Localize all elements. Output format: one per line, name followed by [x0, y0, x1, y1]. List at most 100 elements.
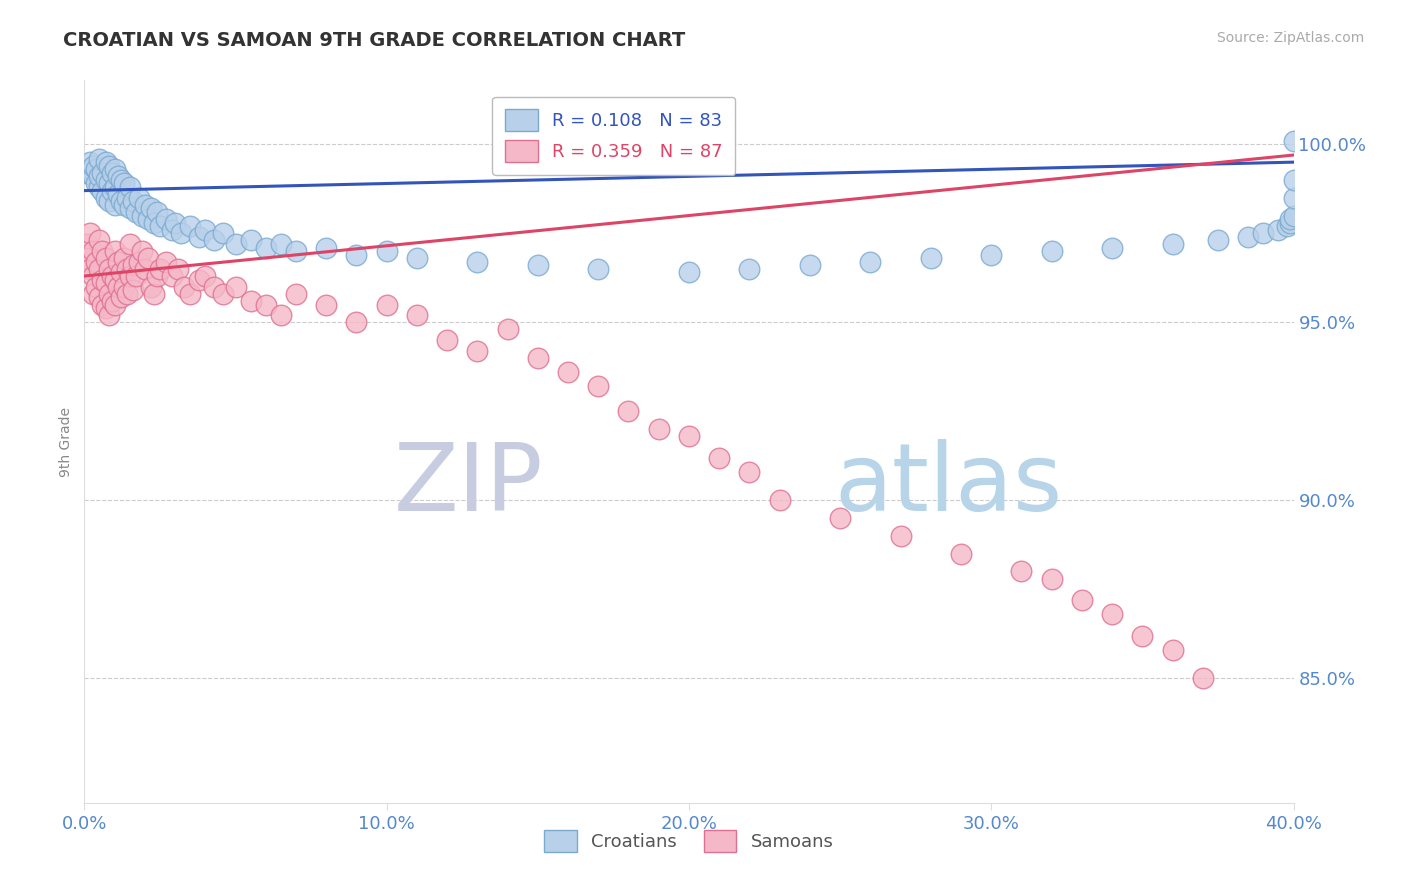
Point: [239, 234, 262, 248]
Point: [89, 290, 111, 304]
Point: [588, 261, 610, 276]
Point: [648, 422, 671, 436]
Text: CROATIAN VS SAMOAN 9TH GRADE CORRELATION CHART: CROATIAN VS SAMOAN 9TH GRADE CORRELATION…: [63, 31, 686, 50]
Point: [118, 202, 141, 216]
Point: [100, 184, 122, 198]
Point: [315, 297, 337, 311]
Point: [1011, 565, 1033, 579]
Point: [315, 241, 337, 255]
Point: [82, 244, 104, 259]
Text: Source: ZipAtlas.com: Source: ZipAtlas.com: [1216, 31, 1364, 45]
Point: [1237, 230, 1260, 244]
Point: [134, 261, 156, 276]
Point: [890, 529, 912, 543]
Point: [709, 450, 731, 465]
Point: [142, 286, 165, 301]
Point: [94, 301, 117, 315]
Point: [118, 268, 141, 283]
Point: [112, 177, 135, 191]
Point: [115, 286, 138, 301]
Point: [79, 227, 101, 241]
Point: [97, 308, 120, 322]
Point: [110, 194, 132, 209]
Point: [830, 511, 852, 525]
Point: [121, 194, 143, 209]
Point: [1206, 234, 1229, 248]
Text: atlas: atlas: [834, 439, 1063, 531]
Point: [79, 155, 101, 169]
Point: [89, 180, 111, 194]
Point: [91, 184, 114, 198]
Point: [91, 272, 114, 286]
Point: [467, 343, 489, 358]
Point: [799, 258, 821, 272]
Point: [107, 254, 129, 268]
Point: [97, 177, 120, 191]
Point: [100, 268, 122, 283]
Point: [1253, 227, 1275, 241]
Point: [270, 308, 292, 322]
Point: [1267, 223, 1289, 237]
Point: [212, 227, 235, 241]
Point: [97, 194, 120, 209]
Point: [79, 162, 101, 177]
Point: [920, 252, 942, 266]
Point: [104, 198, 127, 212]
Point: [194, 268, 217, 283]
Point: [82, 169, 104, 184]
Point: [1101, 607, 1123, 622]
Point: [738, 465, 761, 479]
Point: [82, 286, 104, 301]
Point: [97, 159, 120, 173]
Text: ZIP: ZIP: [394, 439, 544, 531]
Point: [149, 261, 172, 276]
Point: [125, 268, 148, 283]
Point: [170, 227, 193, 241]
Point: [1282, 173, 1305, 187]
Point: [104, 297, 127, 311]
Point: [950, 547, 973, 561]
Point: [107, 169, 129, 184]
Point: [110, 265, 132, 279]
Point: [738, 261, 761, 276]
Point: [225, 279, 247, 293]
Point: [436, 333, 458, 347]
Point: [678, 429, 700, 443]
Point: [557, 365, 579, 379]
Point: [202, 279, 225, 293]
Point: [112, 198, 135, 212]
Point: [97, 261, 120, 276]
Point: [496, 322, 519, 336]
Point: [94, 276, 117, 290]
Point: [139, 202, 162, 216]
Point: [1040, 572, 1063, 586]
Point: [121, 283, 143, 297]
Point: [346, 248, 368, 262]
Point: [104, 162, 127, 177]
Point: [1279, 212, 1302, 227]
Point: [131, 209, 153, 223]
Point: [1161, 237, 1184, 252]
Point: [254, 241, 277, 255]
Point: [179, 219, 201, 234]
Point: [179, 286, 201, 301]
Point: [859, 254, 882, 268]
Point: [165, 216, 187, 230]
Point: [91, 297, 114, 311]
Point: [194, 223, 217, 237]
Point: [980, 248, 1002, 262]
Point: [270, 237, 292, 252]
Point: [254, 297, 277, 311]
Point: [617, 404, 640, 418]
Point: [225, 237, 247, 252]
Point: [125, 205, 148, 219]
Point: [104, 180, 127, 194]
Point: [86, 279, 108, 293]
Point: [100, 293, 122, 308]
Point: [1161, 642, 1184, 657]
Point: [149, 219, 172, 234]
Point: [115, 191, 138, 205]
Legend: Croatians, Samoans: Croatians, Samoans: [537, 822, 841, 859]
Point: [1279, 216, 1302, 230]
Point: [155, 254, 177, 268]
